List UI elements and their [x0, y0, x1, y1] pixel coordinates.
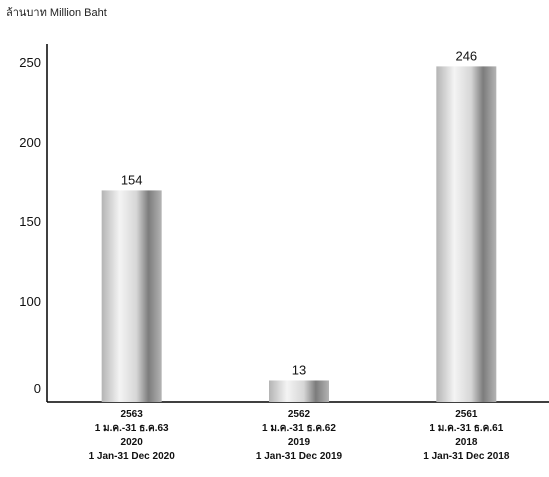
x-category-label-line: 2561	[455, 409, 478, 420]
y-tick-label: 0	[34, 381, 41, 396]
y-tick-label: 150	[19, 214, 41, 229]
x-category-label-line: 1 ม.ค.-31 ธ.ค.62	[262, 423, 336, 434]
x-category-label-line: 1 Jan-31 Dec 2020	[89, 451, 176, 462]
x-category-label-line: 2562	[288, 409, 311, 420]
x-category-label-line: 2020	[121, 437, 144, 448]
y-tick-label: 200	[19, 135, 41, 150]
data-labels: 154 13 246	[121, 48, 477, 377]
bar	[436, 66, 497, 402]
x-category-label-line: 1 ม.ค.-31 ธ.ค.61	[429, 423, 503, 434]
x-category-label-line: 1 Jan-31 Dec 2018	[423, 451, 510, 462]
x-category-label-line: 2563	[121, 409, 144, 420]
x-category-label-line: 1 ม.ค.-31 ธ.ค.63	[95, 423, 169, 434]
y-tick-label: 250	[19, 55, 41, 70]
x-category-label-line: 2019	[288, 437, 311, 448]
x-category-label-line: 2018	[455, 437, 478, 448]
y-tick-label: 100	[19, 294, 41, 309]
bar-value-label: 154	[121, 172, 143, 187]
bar-value-label: 13	[292, 362, 306, 377]
bar	[269, 380, 329, 402]
x-category-label-line: 1 Jan-31 Dec 2019	[256, 451, 343, 462]
bar-value-label: 246	[455, 48, 477, 63]
y-tick-labels: 0 100 150 200 250	[19, 55, 41, 396]
bars	[101, 66, 497, 402]
x-category-labels: 2563 1 ม.ค.-31 ธ.ค.63 2020 1 Jan-31 Dec 202…	[89, 409, 510, 462]
bar	[101, 190, 162, 402]
y-unit-label: ล้านบาท Million Baht	[6, 7, 107, 19]
